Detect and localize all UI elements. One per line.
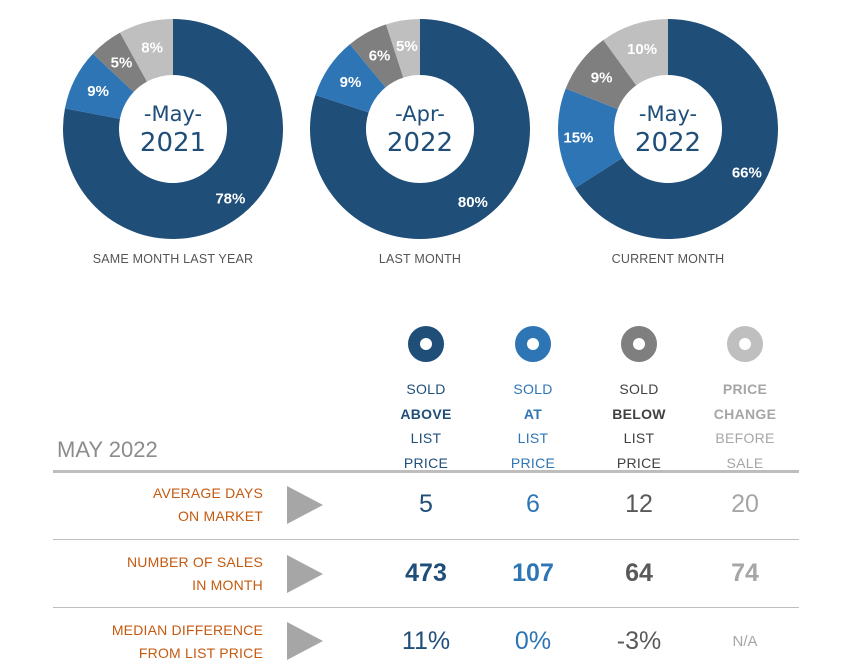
donut-center-month: -May-: [143, 102, 203, 126]
table-cell: 0%: [514, 627, 552, 655]
table-cell: 20: [731, 490, 759, 518]
donut-slice-label: 15%: [563, 129, 593, 146]
row-arrow-icon: [287, 555, 323, 593]
legend-line: PRICE: [722, 381, 768, 397]
donut-slice-label: 9%: [87, 83, 109, 100]
donut-slice-label: 8%: [141, 40, 163, 57]
row-label: MEDIAN DIFFERENCE FROM LIST PRICE: [70, 619, 263, 665]
table-cell: 6: [526, 490, 540, 518]
donut-chart-svg: 78% 9%5% 8%: [62, 19, 283, 239]
legend-line: SALE: [726, 454, 764, 471]
row-label: AVERAGE DAYS ON MARKET: [70, 482, 263, 528]
donut-center-month: -Apr-: [395, 102, 445, 126]
donut-slice: [310, 19, 530, 239]
legend-ring-icon: [621, 326, 657, 362]
legend-line: PRICE: [510, 454, 556, 471]
donut-slice: [386, 19, 420, 78]
legend-line: SOLD: [513, 381, 553, 397]
donut-slice-label: 80%: [458, 194, 488, 211]
legend-price-change: PRICE CHANGE BEFORE SALE: [705, 326, 785, 475]
table-cell: 107: [512, 559, 554, 587]
legend-line: BELOW: [612, 405, 666, 422]
donut-slice-label: 10%: [627, 41, 657, 58]
donut-current-month: 66% 15% 9% 10% -May- 2022: [557, 18, 779, 240]
donut-caption: CURRENT MONTH: [611, 252, 725, 266]
legend-line: LIST: [517, 430, 549, 446]
table-cell: 64: [625, 559, 653, 587]
table-cell: 473: [405, 559, 447, 587]
donut-slice-label: 66%: [732, 164, 762, 181]
donut-slice: [565, 40, 637, 110]
table-cell: 11%: [401, 627, 451, 655]
row-divider: [53, 539, 799, 540]
donut-center-month: -May-: [638, 102, 698, 126]
legend-ring-stroke: [515, 326, 551, 362]
row-label-line: AVERAGE DAYS: [152, 485, 263, 501]
legend-ring-stroke: [621, 326, 657, 362]
donut-slice: [558, 88, 623, 188]
legend-ring-stroke: [408, 326, 444, 362]
row-label-line: MEDIAN DIFFERENCE: [111, 622, 263, 638]
donut-center-year: 2022: [386, 128, 454, 158]
donut-slice: [603, 19, 668, 86]
donut-same-month-last-year: 78% 9% 5% 8% -May- 2021: [62, 18, 284, 240]
row-arrow-icon: [287, 622, 323, 660]
legend-line: PRICE: [616, 454, 662, 471]
header-divider: [53, 470, 799, 473]
table-title: MAY 2022: [57, 437, 158, 462]
donut-slice: [575, 19, 778, 240]
row-label-line: ON MARKET: [177, 508, 263, 524]
donut-slice: [349, 24, 404, 88]
legend-ring-stroke: [727, 326, 763, 362]
donut-slice: [64, 53, 134, 119]
donut-slice-label: 6%: [369, 47, 391, 64]
donut-slice: [92, 32, 147, 93]
donut-slice-label: 9%: [591, 70, 613, 87]
donut-caption: SAME MONTH LAST YEAR: [92, 252, 254, 266]
legend-line: PRICE: [403, 454, 449, 471]
table-cell: 74: [731, 559, 759, 587]
legend-line: BEFORE: [715, 430, 775, 446]
row-label: NUMBER OF SALES IN MONTH: [70, 551, 263, 597]
table-cell: 12: [625, 490, 653, 518]
legend-line: SOLD: [619, 381, 659, 397]
table-cell: 5: [419, 490, 433, 518]
donut-slice: [62, 19, 283, 239]
legend-line: SOLD: [406, 381, 446, 397]
donut-center-year: 2022: [634, 128, 702, 158]
legend-line: LIST: [623, 430, 655, 446]
legend-line: ABOVE: [400, 405, 452, 422]
legend-ring-icon: [727, 326, 763, 362]
donut-center-year: 2021: [139, 128, 207, 158]
row-divider: [53, 607, 799, 608]
legend-ring-icon: [515, 326, 551, 362]
row-label-line: IN MONTH: [192, 577, 263, 593]
legend-sold-at: SOLD AT LIST PRICE: [493, 326, 573, 475]
donut-chart-svg: 80% 9% 6% 5%: [310, 19, 530, 239]
legend-ring-icon: [408, 326, 444, 362]
donut-slice-label: 78%: [215, 190, 245, 207]
table-cell: N/A: [732, 633, 758, 650]
donut-caption: LAST MONTH: [378, 252, 462, 266]
donut-slice-label: 5%: [111, 55, 133, 72]
table-cell: -3%: [616, 627, 662, 655]
donut-slice: [120, 19, 173, 82]
donut-slice: [315, 44, 386, 113]
row-label-line: FROM LIST PRICE: [138, 645, 263, 661]
row-label-line: NUMBER OF SALES: [126, 554, 263, 570]
legend-sold-below: SOLD BELOW LIST PRICE: [599, 326, 679, 475]
donut-slice-label: 9%: [340, 74, 362, 91]
legend-line: LIST: [410, 430, 442, 446]
legend-line: CHANGE: [713, 405, 777, 422]
donut-slice-label: 5%: [396, 38, 418, 55]
legend-line: AT: [523, 405, 543, 422]
donut-last-month: 80% 9% 6% 5% -Apr- 2022: [309, 18, 531, 240]
row-arrow-icon: [287, 486, 323, 524]
donut-chart-svg: 66% 15% 9% 10%: [558, 19, 778, 240]
legend-sold-above: SOLD ABOVE LIST PRICE: [386, 326, 466, 475]
